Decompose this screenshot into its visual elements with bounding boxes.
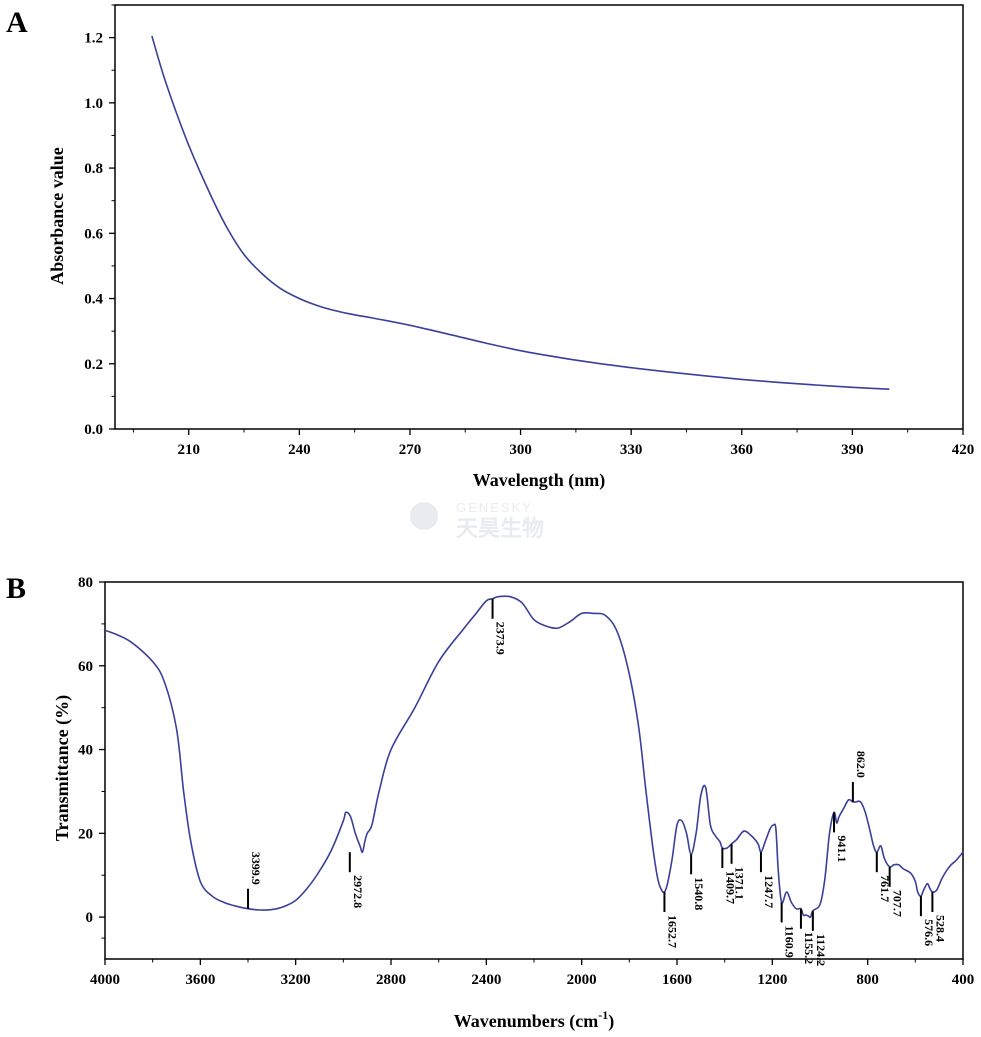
transmittance-line <box>104 595 964 919</box>
x-tick-label: 800 <box>856 972 879 988</box>
x-axis-title-b: Wavenumbers (cm-1) <box>454 1008 614 1032</box>
x-axis-title-a: Wavelength (nm) <box>473 470 606 491</box>
plot-frame-a <box>114 4 964 430</box>
peak-label: 2373.9 <box>494 622 508 655</box>
watermark-logo-icon <box>410 502 438 530</box>
x-tick-label: 420 <box>952 442 975 458</box>
peak-label: 1155.2 <box>802 932 816 964</box>
peak-annotation: 1124.2 <box>811 910 828 966</box>
peak-annotation: 1371.1 <box>730 843 747 900</box>
peak-label: 3399.9 <box>249 852 263 885</box>
y-tick-label: 0.2 <box>84 357 103 373</box>
plot-frame-b <box>104 581 964 960</box>
peak-annotation: 1409.7 <box>721 847 737 904</box>
panel-a: A 210 240 270 300 330 360 390 420 0.0 0.2 0.4 0.6 0.… <box>6 4 975 491</box>
peak-annotation: 1652.7 <box>663 891 679 948</box>
x-tick-label: 4000 <box>90 972 120 988</box>
x-tick-label: 1600 <box>662 972 692 988</box>
y-axis-title-a: Absorbance value <box>47 147 67 285</box>
watermark-brand: GENESKY <box>456 500 533 515</box>
peak-annotation: 1247.7 <box>759 852 776 908</box>
y-tick-label: 20 <box>78 826 93 842</box>
peak-annotation: 576.6 <box>919 896 936 946</box>
peak-label: 528.4 <box>933 915 947 942</box>
peak-label: 1124.2 <box>814 934 828 966</box>
peak-annotation: 941.1 <box>833 812 849 862</box>
absorbance-line <box>151 35 890 390</box>
peak-label: 1540.8 <box>692 877 706 910</box>
peak-label: 941.1 <box>835 835 849 862</box>
x-tick-label: 1200 <box>757 972 787 988</box>
x-tick-label: 2000 <box>567 972 597 988</box>
x-tick-label: 240 <box>288 442 311 458</box>
axis-ticks-b: 4000 3600 3200 2800 2400 2000 1600 1200 800 40002… <box>78 575 974 988</box>
peak-annotation: 3399.9 <box>247 852 263 909</box>
panel-letter-a: A <box>6 6 28 39</box>
axis-ticks-a: 210 240 270 300 330 360 390 420 0.0 0.2 0.4 0.6 0.8 1… <box>84 4 975 458</box>
peak-label: 862.0 <box>854 751 868 778</box>
peak-annotation: 1160.9 <box>780 902 797 958</box>
y-tick-label: 80 <box>78 575 93 591</box>
y-axis-title-b: Transmittance (%) <box>52 695 73 841</box>
peak-label: 1247.7 <box>762 875 776 908</box>
peak-label: 707.7 <box>891 890 905 917</box>
x-tick-label: 390 <box>841 442 864 458</box>
y-tick-label: 0.6 <box>84 226 103 242</box>
x-tick-label: 300 <box>509 442 532 458</box>
x-tick-label: 2800 <box>376 972 406 988</box>
peak-annotation: 862.0 <box>851 751 868 802</box>
watermark: GENESKY 天昊生物 <box>410 500 544 541</box>
y-tick-label: 0.4 <box>84 292 103 308</box>
x-tick-label: 330 <box>620 442 643 458</box>
panel-b: B 4000 3600 3200 2800 2400 2000 1600 1200 800 400… <box>6 572 974 1032</box>
x-tick-label: 360 <box>731 442 754 458</box>
y-tick-label: 40 <box>78 743 93 759</box>
x-tick-label: 3200 <box>281 972 311 988</box>
peak-annotation: 1155.2 <box>799 908 816 964</box>
y-tick-label: 1.2 <box>84 31 103 47</box>
panel-letter-b: B <box>6 572 26 605</box>
x-tick-label: 400 <box>952 972 975 988</box>
peak-annotation: 1540.8 <box>690 854 706 910</box>
y-tick-label: 0.0 <box>84 422 103 438</box>
peak-label: 1652.7 <box>665 915 679 948</box>
peak-annotation: 528.4 <box>931 891 947 942</box>
peak-annotation: 707.7 <box>888 866 905 917</box>
watermark-cn: 天昊生物 <box>456 516 544 541</box>
peak-annotations: 3399.9 2972.8 2373.9 1652.7 1540.8 1409.71371… <box>247 598 947 966</box>
y-tick-label: 60 <box>78 659 93 675</box>
peak-label: 2972.8 <box>351 875 365 908</box>
peak-label: 1160.9 <box>783 925 797 957</box>
y-tick-label: 0.8 <box>84 161 103 177</box>
peak-label: 1371.1 <box>733 867 747 900</box>
peak-annotation: 2373.9 <box>491 598 508 655</box>
x-tick-label: 210 <box>177 442 200 458</box>
y-tick-label: 1.0 <box>84 96 103 112</box>
peak-label: 576.6 <box>922 919 936 946</box>
peak-annotation: 761.7 <box>875 852 892 902</box>
peak-annotation: 2972.8 <box>348 852 365 908</box>
y-tick-label: 0 <box>86 910 94 926</box>
peak-label: 761.7 <box>878 875 892 902</box>
x-tick-label: 2400 <box>471 972 501 988</box>
x-tick-label: 270 <box>399 442 422 458</box>
peak-label: 1409.7 <box>723 871 737 904</box>
x-tick-label: 3600 <box>185 972 215 988</box>
